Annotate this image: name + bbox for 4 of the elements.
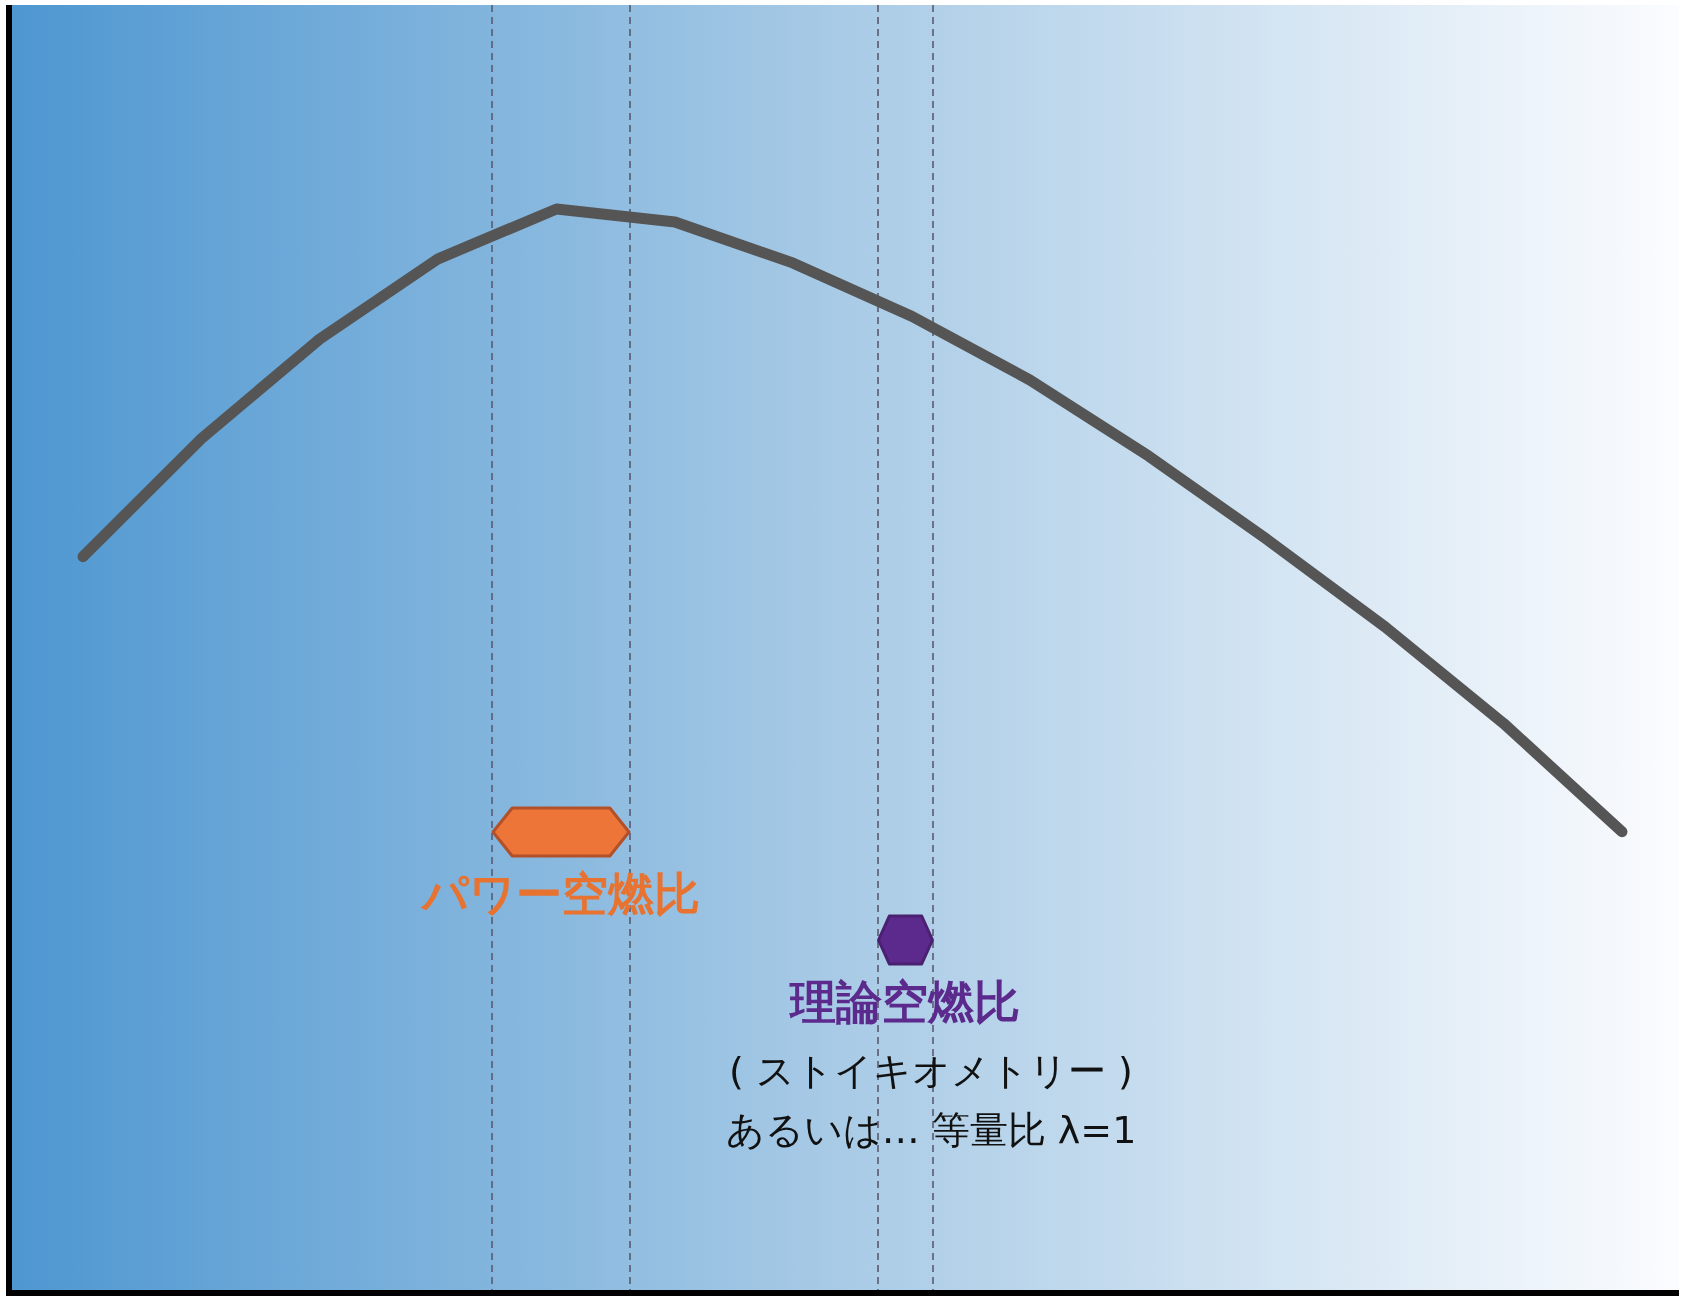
annotation: あるいは… 等量比 λ=1 <box>725 1108 1137 1152</box>
annotation: パワー空燃比 <box>420 867 700 921</box>
annotation: ( ストイキオメトリー ) <box>729 1049 1133 1093</box>
annotation: 理論空燃比 <box>788 975 1020 1029</box>
